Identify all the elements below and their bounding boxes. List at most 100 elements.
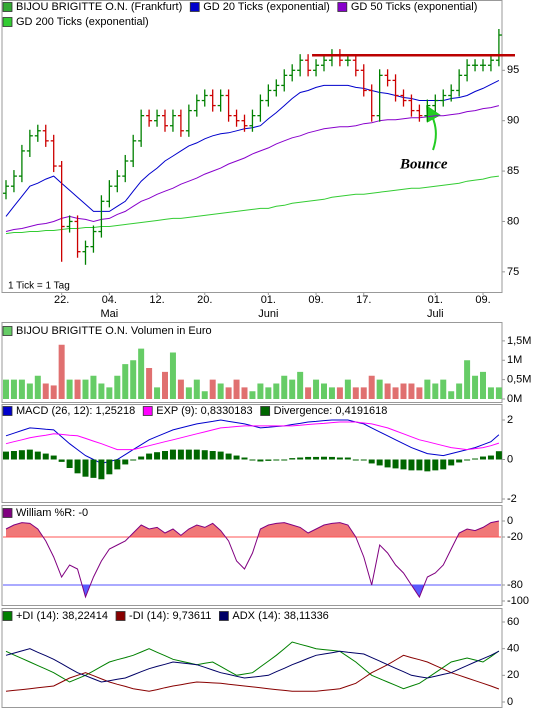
divergence-bar — [352, 459, 359, 461]
volume-bar — [289, 379, 296, 399]
divergence-bar — [305, 456, 312, 460]
indicator-line — [5, 654, 500, 692]
divergence-bar — [368, 459, 375, 464]
month-label: Juli — [427, 308, 444, 320]
divergence-bar — [241, 457, 248, 460]
volume-bar — [352, 387, 359, 399]
divergence-bar — [154, 452, 161, 460]
divergence-bar — [281, 459, 288, 461]
y-tick-label: 90 — [507, 115, 519, 127]
divergence-bar — [257, 459, 264, 462]
divergence-bar — [424, 459, 431, 472]
divergence-bar — [456, 459, 463, 463]
y-tick-label: 0,5M — [507, 374, 531, 386]
volume-bar — [177, 379, 184, 399]
divergence-bar — [82, 459, 89, 477]
x-tick-label: 09. — [475, 294, 490, 306]
volume-bar — [225, 387, 232, 399]
divergence-bar — [3, 451, 9, 460]
divergence-bar — [90, 459, 97, 478]
volume-bar — [34, 375, 41, 399]
y-tick-label: -20 — [507, 531, 523, 543]
divergence-bar — [177, 449, 184, 460]
moving-average — [5, 175, 499, 235]
divergence-bar — [360, 459, 367, 461]
divergence-bar — [50, 455, 57, 460]
legend-label: ADX (14): 38,11336 — [232, 610, 328, 622]
y-tick-label: 2 — [507, 414, 513, 426]
legend-label: GD 200 Ticks (exponential) — [16, 16, 149, 28]
divergence-bar — [495, 451, 502, 460]
volume-bar — [257, 383, 264, 399]
volume-bar — [495, 387, 502, 399]
volume-bar — [58, 344, 65, 399]
volume-bar — [297, 371, 304, 399]
legend-swatch — [2, 326, 13, 336]
volume-bar — [464, 360, 471, 399]
month-label: Juni — [258, 308, 278, 320]
volume-bar — [440, 379, 447, 399]
legend-swatch — [260, 406, 271, 416]
y-tick-label: 0 — [507, 696, 513, 708]
y-tick-label: -2 — [507, 493, 517, 505]
volume-bar — [400, 383, 407, 399]
legend-swatch — [218, 611, 229, 621]
legend-swatch — [2, 508, 13, 518]
legend-label: BIJOU BRIGITTE O.N. (Frankfurt) — [16, 1, 182, 13]
volume-bar — [201, 391, 208, 399]
macd-panel — [1, 404, 503, 503]
divergence-bar — [225, 453, 232, 460]
divergence-bar — [10, 451, 17, 460]
y-tick-label: 85 — [507, 165, 519, 177]
divergence-bar — [289, 458, 296, 460]
divergence-bar — [106, 459, 113, 475]
divergence-bar — [26, 449, 33, 460]
legend-label: BIJOU BRIGITTE O.N. Volumen in Euro — [16, 325, 212, 337]
volume-bar — [98, 383, 105, 399]
divergence-bar — [313, 456, 320, 460]
divergence-bar — [18, 450, 25, 460]
legend-swatch — [2, 406, 13, 416]
volume-bar — [169, 352, 176, 399]
volume-bar — [217, 383, 224, 399]
volume-bar — [138, 348, 145, 399]
x-tick-label: 20. — [197, 294, 212, 306]
divergence-bar — [392, 459, 399, 469]
volume-bar — [193, 379, 200, 399]
volume-bar — [376, 379, 383, 399]
divergence-bar — [472, 458, 479, 460]
volume-bar — [50, 385, 57, 399]
divergence-bar — [58, 459, 65, 462]
divergence-bar — [217, 451, 224, 460]
indicator-line — [5, 421, 500, 451]
y-tick-label: -100 — [507, 595, 529, 607]
divergence-bar — [138, 456, 145, 460]
divergence-bar — [487, 455, 494, 460]
x-tick-label: 04. — [102, 294, 117, 306]
volume-bar — [26, 383, 33, 399]
divergence-bar — [273, 459, 280, 461]
y-tick-label: 75 — [507, 266, 519, 278]
volume-bar — [162, 371, 168, 399]
volume-bar — [114, 375, 121, 399]
legend-swatch — [189, 2, 200, 12]
volume-bar — [130, 360, 137, 399]
divergence-bar — [233, 455, 240, 460]
volume-bar — [360, 387, 367, 399]
divergence-bar — [146, 453, 153, 460]
legend-label: +DI (14): 38,22414 — [16, 610, 108, 622]
volume-bar — [432, 383, 439, 399]
divergence-bar — [34, 451, 41, 460]
divergence-bar — [162, 451, 168, 460]
divergence-bar — [336, 457, 343, 460]
y-tick-label: 60 — [507, 616, 519, 628]
legend-swatch — [337, 2, 348, 12]
divergence-bar — [448, 459, 455, 466]
month-label: Mai — [100, 308, 118, 320]
volume-bar — [321, 383, 327, 399]
divergence-bar — [185, 449, 192, 460]
divergence-bar — [98, 459, 105, 480]
y-tick-label: 0 — [507, 515, 513, 527]
moving-average — [5, 105, 500, 232]
bounce-label: Bounce — [399, 156, 448, 172]
